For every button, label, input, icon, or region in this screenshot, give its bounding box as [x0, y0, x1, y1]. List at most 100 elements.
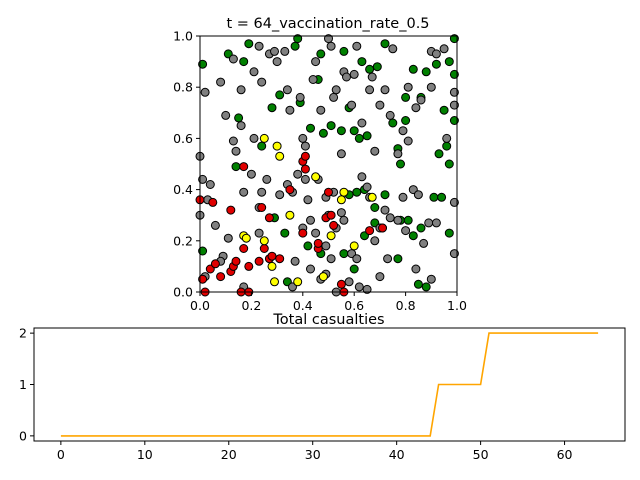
green-point-5	[275, 90, 285, 100]
yellow-point-12	[267, 261, 277, 271]
green-point-17	[354, 133, 364, 143]
grey-point-25	[336, 149, 346, 159]
red-point-9	[231, 256, 241, 266]
grey-point-79	[336, 208, 346, 218]
red-point-29	[378, 223, 387, 233]
grey-point-22	[326, 41, 336, 51]
grey-point-10	[270, 46, 279, 56]
grey-point-32	[365, 85, 375, 95]
green-point-38	[449, 116, 459, 125]
grey-point-27	[342, 72, 351, 82]
green-point-39	[380, 190, 390, 200]
scatter-axes-frame	[199, 35, 458, 293]
line-ytick-label: 1	[19, 377, 27, 392]
scatter-xtick-label: 0.8	[396, 298, 416, 313]
red-point-28	[365, 226, 375, 236]
green-point-34	[449, 34, 459, 44]
scatter-ytick-label: 1.0	[173, 29, 193, 44]
red-point-24	[326, 210, 336, 220]
grey-point-59	[231, 146, 241, 156]
red-point-11	[244, 261, 254, 271]
green-point-11	[318, 128, 328, 138]
grey-point-104	[354, 282, 364, 292]
green-point-29	[421, 67, 431, 77]
green-point-6	[290, 41, 300, 51]
red-point-16	[275, 254, 285, 264]
green-point-66	[349, 264, 359, 274]
grey-point-24	[331, 85, 341, 95]
grey-point-116	[290, 256, 300, 266]
red-point-36	[198, 274, 208, 284]
grey-point-82	[352, 254, 362, 264]
green-point-10	[316, 49, 326, 59]
grey-point-98	[449, 197, 459, 207]
grey-point-7	[254, 41, 264, 51]
line-xtick-label: 10	[137, 447, 153, 462]
grey-point-2	[221, 110, 231, 120]
grey-point-36	[380, 85, 390, 95]
green-point-18	[357, 57, 367, 67]
green-point-37	[444, 159, 454, 169]
red-point-6	[216, 272, 226, 282]
green-point-21	[372, 62, 382, 72]
grey-point-51	[449, 100, 459, 110]
scatter-panel: t = 64_vaccination_rate_0.5 0.0 0.2 0.4 0.6…	[173, 16, 467, 313]
grey-point-35	[375, 100, 385, 110]
grey-point-15	[295, 92, 305, 102]
green-point-54	[408, 231, 418, 241]
green-point-60	[444, 228, 454, 238]
grey-point-80	[339, 215, 349, 225]
green-point-56	[416, 223, 426, 233]
grey-point-55	[210, 220, 220, 230]
grey-point-92	[401, 226, 411, 236]
grey-point-20	[316, 105, 326, 115]
scatter-xtick-label: 1.0	[447, 298, 467, 313]
grey-point-19	[311, 57, 321, 67]
red-point-22	[313, 238, 323, 248]
green-point-15	[336, 126, 346, 136]
grey-point-105	[362, 284, 372, 294]
scatter-ytick-label: 0.0	[173, 285, 193, 300]
grey-point-48	[439, 44, 449, 54]
yellow-point-8	[336, 195, 346, 205]
grey-point-83	[357, 172, 367, 182]
scatter-points	[195, 34, 459, 297]
red-point-10	[239, 244, 249, 253]
green-point-48	[280, 228, 290, 238]
grey-point-71	[303, 195, 313, 205]
grey-point-94	[413, 190, 423, 200]
yellow-point-5	[311, 172, 321, 182]
green-point-4	[267, 103, 277, 113]
red-point-20	[298, 228, 308, 238]
scatter-x-axis: 0.0 0.2 0.4 0.6 0.8 1.0	[190, 292, 467, 313]
grey-point-108	[411, 264, 421, 274]
grey-point-30	[352, 41, 362, 51]
grey-point-54	[205, 180, 215, 189]
yellow-point-9	[339, 187, 349, 197]
grey-point-86	[370, 236, 380, 246]
red-point-34	[300, 164, 310, 174]
line-xtick-label: 60	[557, 447, 573, 462]
grey-point-13	[282, 85, 292, 95]
grey-point-62	[249, 133, 259, 143]
green-point-47	[303, 241, 313, 251]
grey-point-64	[257, 187, 267, 197]
grey-point-40	[398, 126, 408, 136]
yellow-point-1	[272, 141, 282, 151]
grey-point-17	[300, 141, 310, 151]
red-point-15	[267, 251, 277, 261]
grey-point-5	[236, 85, 246, 95]
green-point-7	[293, 34, 303, 44]
scatter-xtick-label: 0.0	[190, 298, 210, 313]
grey-point-39	[393, 149, 403, 159]
grey-point-65	[262, 174, 272, 184]
red-point-32	[239, 162, 249, 172]
grey-point-29	[349, 69, 359, 79]
red-point-12	[254, 256, 264, 266]
scatter-ytick-label: 0.4	[173, 182, 193, 197]
yellow-point-10	[349, 241, 359, 251]
grey-point-91	[398, 192, 408, 202]
green-point-2	[239, 57, 249, 67]
grey-point-89	[385, 213, 395, 223]
